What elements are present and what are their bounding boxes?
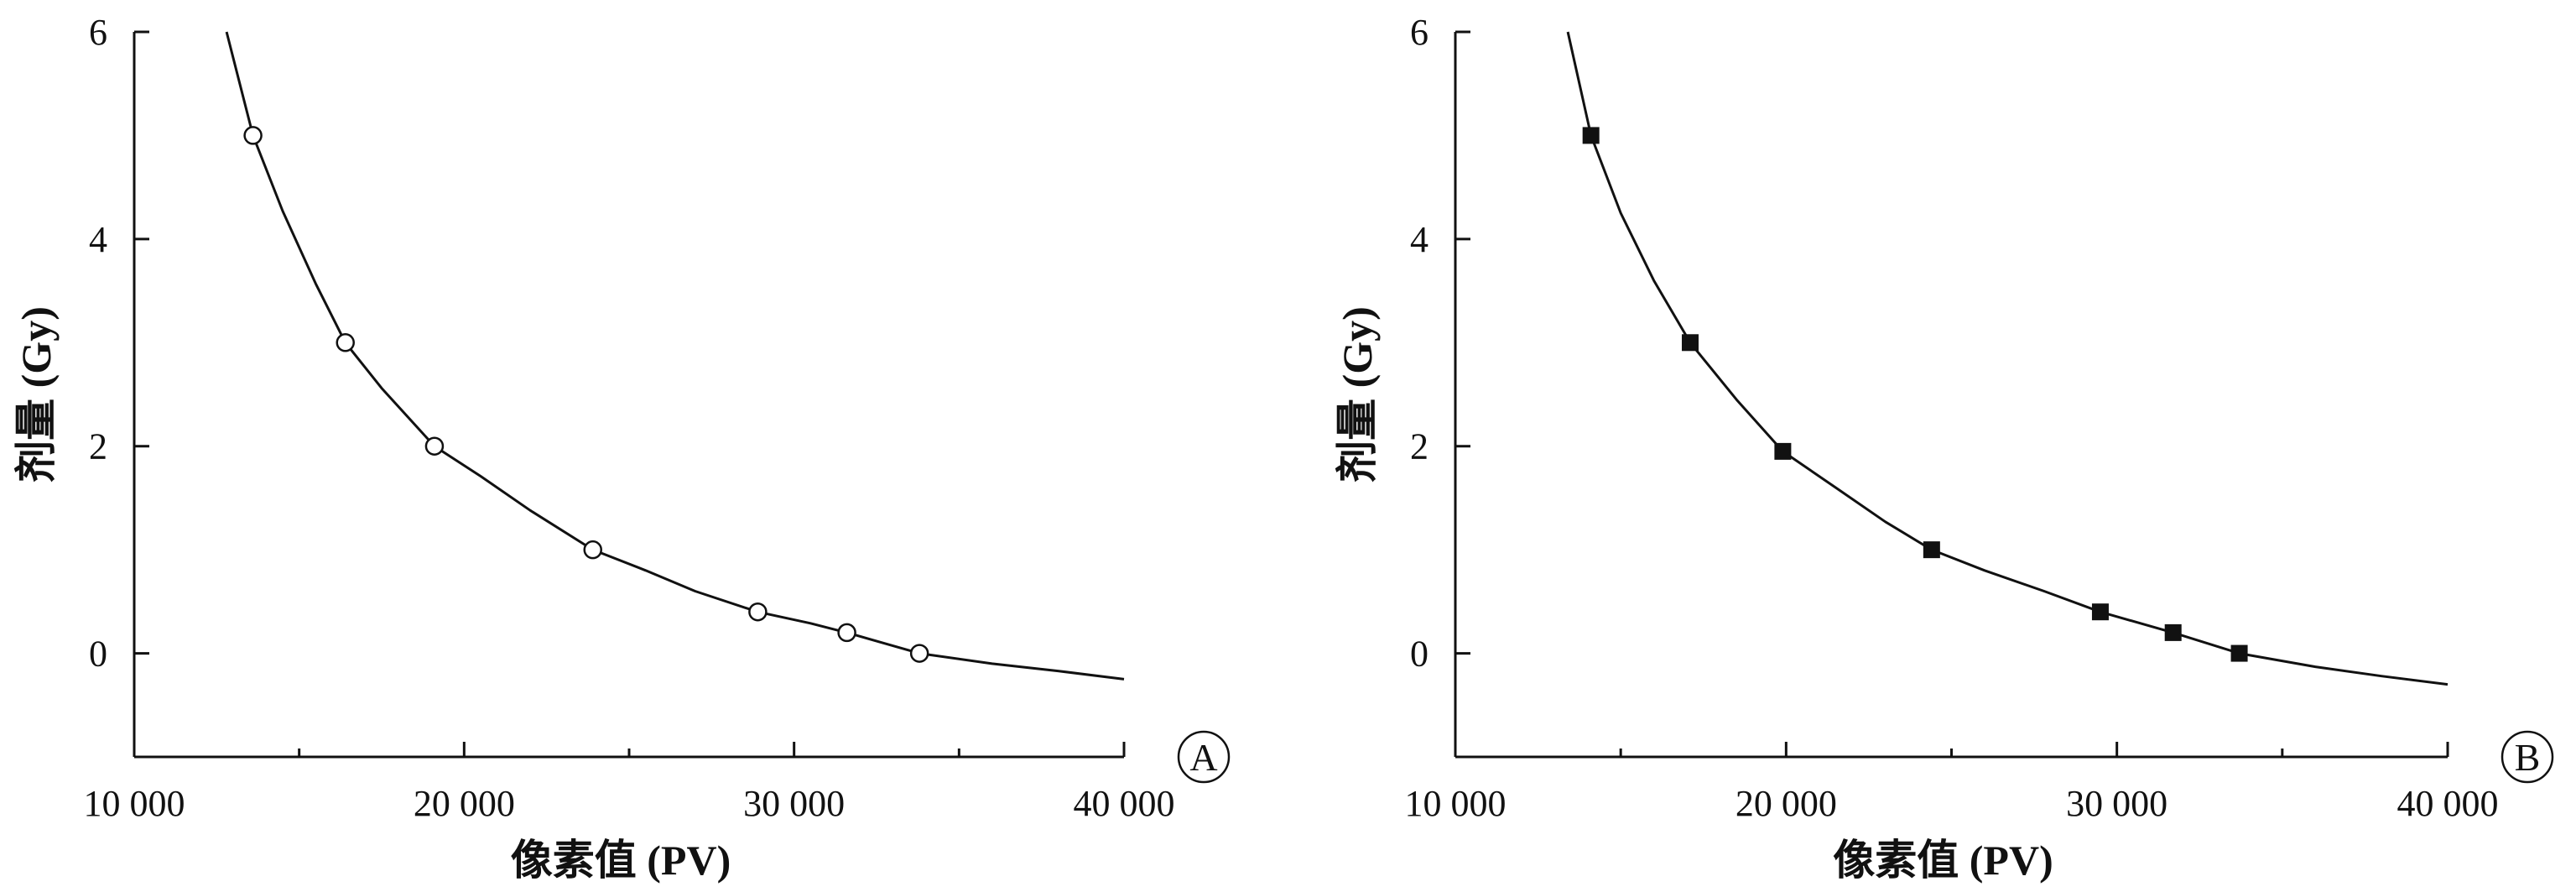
a-panel-letter-circle — [1177, 730, 1231, 784]
b-y-tick-label: 4 — [1410, 219, 1429, 260]
b-x-tick-label: 40 000 — [2397, 783, 2499, 824]
b-x-tick-label: 20 000 — [1736, 783, 1837, 824]
a-x-tick-label: 30 000 — [743, 783, 845, 824]
b-data-point — [2164, 623, 2182, 641]
b-x-axis-title: 像素值 (PV) — [1833, 837, 2053, 884]
b-x-tick-label: 10 000 — [1405, 783, 1507, 824]
a-y-axis-title: 剂量 (Gy) — [13, 306, 60, 483]
b-fit-curve — [1566, 31, 2449, 686]
b-panel-letter-circle — [2501, 730, 2554, 784]
b-data-point — [2230, 644, 2248, 662]
a-x-tick-label: 20 000 — [414, 783, 515, 824]
a-y-tick-label: 2 — [89, 426, 107, 467]
a-y-tick-label: 4 — [89, 219, 107, 260]
b-y-tick-label: 6 — [1410, 12, 1429, 53]
b-data-point — [1774, 442, 1792, 460]
a-data-point — [243, 126, 263, 145]
b-y-tick-label: 2 — [1410, 426, 1429, 467]
a-x-tick-label: 10 000 — [84, 783, 185, 824]
b-y-tick-label: 0 — [1410, 634, 1429, 675]
b-data-point — [1582, 127, 1600, 144]
chart-panel-a: 0 2 4 6 10 000 20 000 30 000 40 000 像素值 (PV) 剂量 (… — [13, 12, 1231, 884]
b-panel-letter: B — [2515, 736, 2541, 779]
b-data-point — [1923, 541, 1940, 559]
a-y-tick-label: 0 — [89, 634, 107, 675]
a-data-point — [909, 644, 929, 663]
a-y-tick-label: 6 — [89, 12, 107, 53]
b-y-axis-title: 剂量 (Gy) — [1334, 306, 1381, 483]
a-data-point — [837, 623, 856, 643]
b-data-point — [1681, 334, 1699, 352]
b-data-point — [2091, 603, 2109, 621]
a-fit-curve — [225, 31, 1125, 681]
chart-panel-b: 0 2 4 6 10 000 20 000 30 000 40 000 像素值 (PV) 剂量 (… — [1334, 12, 2554, 884]
a-panel-letter: A — [1189, 736, 1217, 779]
a-data-point — [748, 602, 768, 622]
a-x-axis-title: 像素值 (PV) — [511, 837, 731, 884]
a-x-tick-label: 40 000 — [1074, 783, 1175, 824]
a-data-point — [424, 436, 445, 456]
b-x-tick-label: 30 000 — [2066, 783, 2167, 824]
a-data-point — [336, 333, 355, 352]
a-data-point — [583, 540, 602, 560]
